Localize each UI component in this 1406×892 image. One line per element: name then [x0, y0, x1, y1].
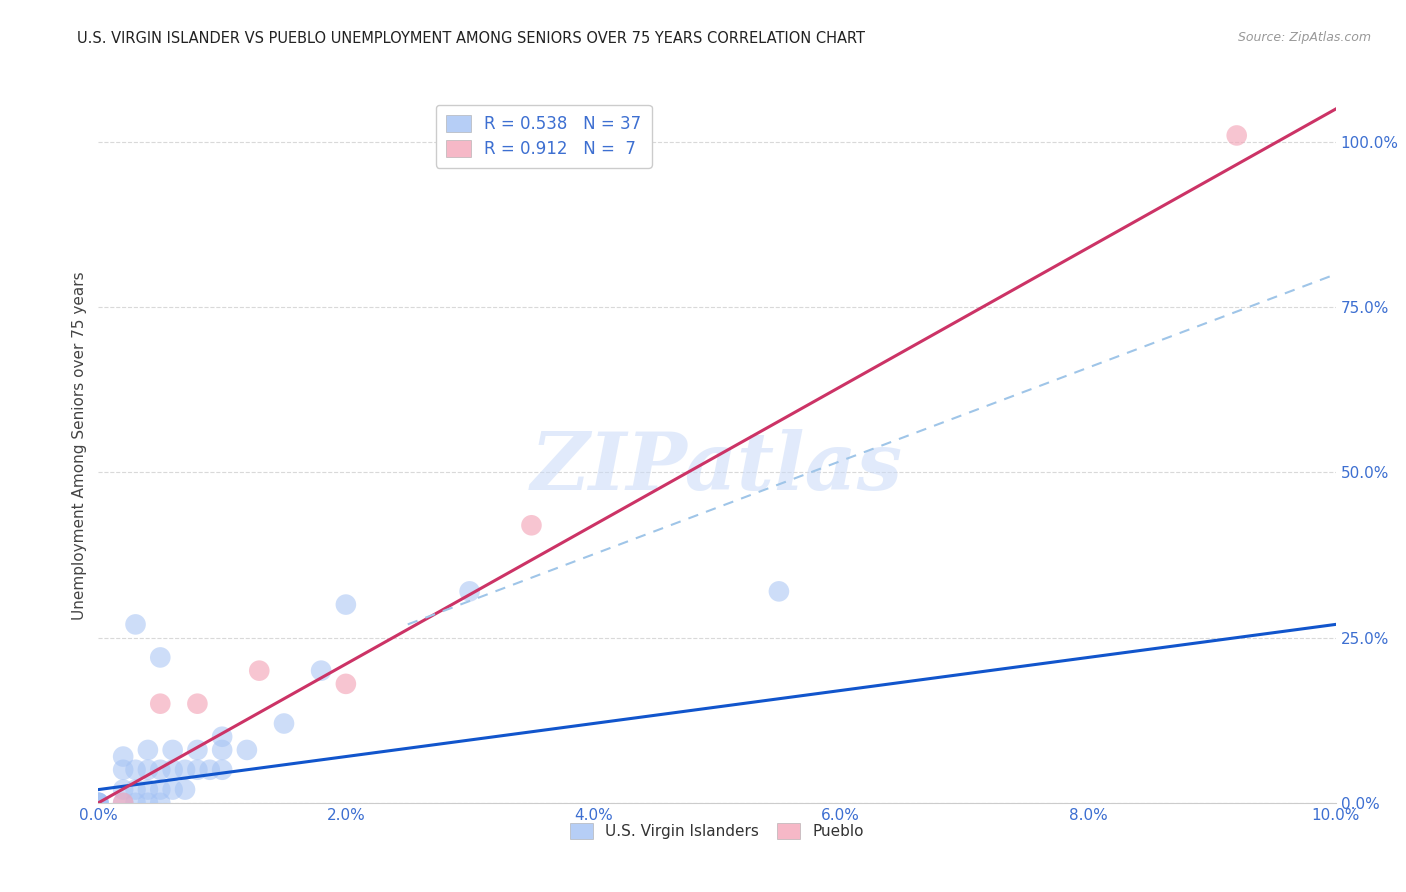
Point: [112, 796, 135, 810]
Point: [162, 782, 184, 797]
Point: [211, 743, 233, 757]
Point: [112, 782, 135, 797]
Point: [87, 796, 110, 810]
Point: [186, 697, 208, 711]
Point: [273, 716, 295, 731]
Point: [112, 749, 135, 764]
Point: [124, 782, 146, 797]
Point: [124, 763, 146, 777]
Point: [247, 664, 270, 678]
Point: [162, 763, 184, 777]
Point: [149, 697, 172, 711]
Point: [211, 730, 233, 744]
Point: [162, 743, 184, 757]
Point: [149, 782, 172, 797]
Point: [335, 598, 357, 612]
Point: [87, 796, 110, 810]
Point: [211, 763, 233, 777]
Text: ZIPatlas: ZIPatlas: [531, 429, 903, 506]
Text: Source: ZipAtlas.com: Source: ZipAtlas.com: [1237, 31, 1371, 45]
Point: [309, 664, 332, 678]
Text: U.S. VIRGIN ISLANDER VS PUEBLO UNEMPLOYMENT AMONG SENIORS OVER 75 YEARS CORRELAT: U.S. VIRGIN ISLANDER VS PUEBLO UNEMPLOYM…: [77, 31, 865, 46]
Point: [458, 584, 481, 599]
Point: [136, 796, 159, 810]
Y-axis label: Unemployment Among Seniors over 75 years: Unemployment Among Seniors over 75 years: [72, 272, 87, 620]
Point: [186, 743, 208, 757]
Point: [112, 763, 135, 777]
Point: [149, 650, 172, 665]
Point: [149, 796, 172, 810]
Point: [136, 782, 159, 797]
Point: [520, 518, 543, 533]
Point: [1226, 128, 1249, 143]
Point: [149, 763, 172, 777]
Point: [768, 584, 790, 599]
Point: [198, 763, 221, 777]
Point: [87, 796, 110, 810]
Point: [124, 617, 146, 632]
Point: [112, 796, 135, 810]
Legend: U.S. Virgin Islanders, Pueblo: U.S. Virgin Islanders, Pueblo: [564, 817, 870, 845]
Point: [87, 796, 110, 810]
Point: [124, 796, 146, 810]
Point: [174, 763, 197, 777]
Point: [136, 763, 159, 777]
Point: [136, 743, 159, 757]
Point: [186, 763, 208, 777]
Point: [335, 677, 357, 691]
Point: [236, 743, 259, 757]
Point: [174, 782, 197, 797]
